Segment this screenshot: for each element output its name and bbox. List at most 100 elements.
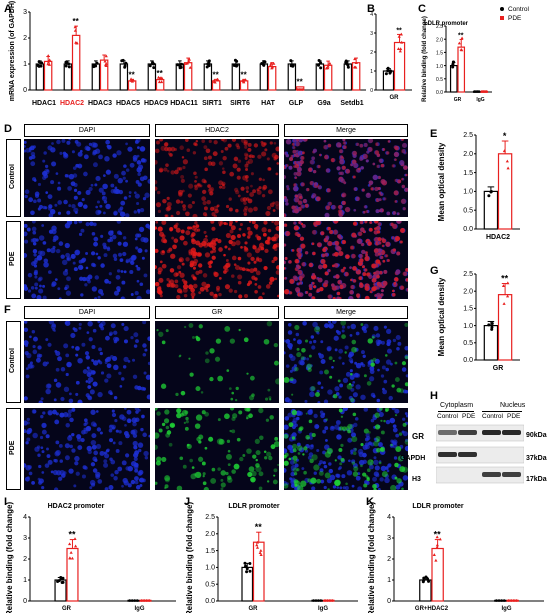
- y-tick-label: 2: [387, 556, 391, 563]
- hdac2-signal: [328, 229, 334, 235]
- hdac2-signal: [298, 292, 304, 297]
- hdac2-signal: [243, 212, 248, 216]
- hdac2-signal: [374, 263, 379, 268]
- nucleus: [355, 362, 362, 369]
- nucleus: [339, 486, 343, 490]
- hdac2-signal: [308, 292, 313, 297]
- y-tick-label: 0.5: [205, 581, 215, 588]
- nucleus: [341, 329, 345, 333]
- blot-band-h3: [502, 472, 521, 477]
- data-point-control: [500, 599, 503, 602]
- nucleus: [325, 439, 328, 442]
- nucleus: [139, 207, 145, 213]
- y-tick-label: 2.5: [463, 271, 473, 278]
- hdac2-signal: [394, 158, 397, 161]
- nucleus: [125, 453, 130, 458]
- hdac2-signal: [203, 156, 208, 161]
- nucleus: [332, 485, 337, 489]
- nucleus: [309, 386, 315, 392]
- hdac2-signal: [399, 240, 403, 244]
- hdac2-signal: [194, 184, 198, 188]
- nucleus: [361, 325, 367, 331]
- hdac2-signal: [261, 193, 266, 198]
- nucleus: [134, 237, 138, 241]
- data-point-control: [130, 599, 134, 602]
- nucleus: [404, 345, 408, 351]
- data-point-pde: [326, 64, 330, 68]
- gr-signal: [327, 488, 330, 490]
- gr-signal: [184, 410, 189, 415]
- hdac2-signal: [383, 197, 387, 201]
- data-point-pde: [212, 78, 216, 82]
- gr-signal: [258, 486, 263, 490]
- nucleus: [122, 241, 129, 247]
- hdac2-signal: [266, 205, 272, 211]
- significance-marker: **: [255, 522, 263, 532]
- hdac2-signal: [253, 206, 258, 212]
- gr-signal: [352, 451, 357, 456]
- nucleus: [37, 453, 41, 457]
- hdac2-signal: [218, 292, 222, 297]
- panel-d-row-pde: PDE: [9, 251, 16, 267]
- nucleus: [327, 389, 333, 395]
- nucleus: [79, 276, 84, 281]
- hdac2-signal: [258, 177, 262, 181]
- data-point-control: [176, 63, 180, 67]
- gr-signal: [270, 444, 276, 450]
- hdac2-signal: [161, 263, 167, 269]
- nucleus: [284, 416, 290, 421]
- hdac2-signal: [294, 258, 300, 264]
- nucleus: [135, 264, 139, 268]
- nucleus: [72, 261, 76, 265]
- nucleus: [368, 274, 373, 280]
- hdac2-signal: [237, 159, 242, 163]
- nucleus: [108, 230, 114, 236]
- data-point-control: [151, 61, 155, 65]
- hdac2-signal: [237, 234, 241, 238]
- significance-marker: **: [68, 530, 76, 540]
- nucleus: [351, 459, 356, 464]
- nucleus: [290, 483, 296, 488]
- hdac2-signal: [180, 178, 185, 183]
- nucleus: [47, 194, 53, 200]
- nucleus: [71, 204, 76, 209]
- hdac2-signal: [370, 187, 374, 191]
- data-point-control: [123, 64, 127, 68]
- gr-signal: [300, 480, 307, 487]
- hdac2-signal: [230, 225, 236, 231]
- hdac2-signal: [336, 291, 341, 296]
- nucleus: [136, 295, 142, 299]
- nucleus: [107, 144, 112, 150]
- micrograph-d-control-merge: [284, 139, 408, 217]
- nucleus: [105, 449, 110, 453]
- nucleus: [113, 290, 120, 296]
- nucleus: [60, 367, 66, 372]
- nucleus: [44, 164, 49, 169]
- nucleus: [392, 338, 397, 343]
- nucleus: [376, 164, 381, 169]
- data-point-pde: [158, 76, 162, 80]
- gr-signal: [231, 416, 236, 422]
- hdac2-signal: [394, 277, 399, 282]
- data-point-control: [57, 579, 61, 583]
- nucleus: [296, 442, 301, 447]
- hdac2-signal: [261, 151, 267, 157]
- gr-signal: [179, 354, 182, 357]
- hdac2-signal: [189, 263, 194, 268]
- hdac2-signal: [292, 146, 296, 150]
- gr-signal: [404, 322, 408, 327]
- nucleus: [128, 191, 132, 194]
- hdac2-signal: [358, 167, 361, 171]
- gr-signal: [310, 386, 316, 392]
- nucleus: [137, 233, 142, 238]
- nucleus: [383, 379, 388, 384]
- nucleus: [97, 479, 103, 484]
- nucleus: [95, 410, 99, 413]
- nucleus: [113, 257, 118, 261]
- nucleus: [350, 323, 357, 330]
- nucleus: [386, 328, 392, 334]
- gr-signal: [227, 475, 232, 480]
- gr-signal: [231, 429, 236, 434]
- nucleus: [82, 276, 87, 282]
- hdac2-signal: [375, 285, 380, 290]
